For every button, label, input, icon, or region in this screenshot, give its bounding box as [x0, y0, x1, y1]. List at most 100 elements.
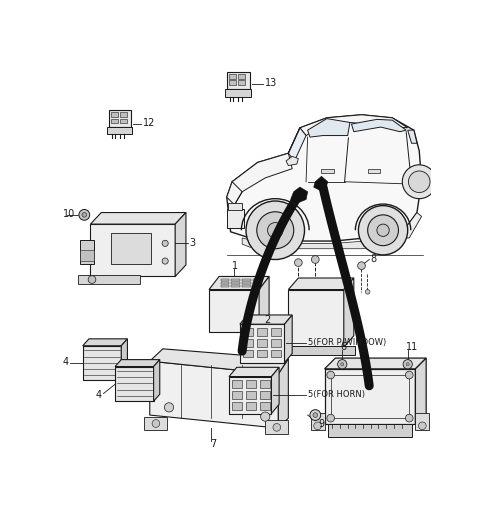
Bar: [225, 89, 252, 97]
Bar: [271, 339, 281, 346]
Bar: [108, 127, 132, 134]
Bar: [253, 282, 262, 284]
Bar: [227, 72, 250, 89]
Bar: [322, 168, 334, 173]
Bar: [368, 168, 380, 173]
Bar: [246, 402, 256, 410]
Text: 4: 4: [63, 357, 69, 367]
Text: 3: 3: [190, 238, 196, 248]
Text: 1: 1: [232, 262, 238, 271]
Bar: [311, 413, 324, 430]
Bar: [265, 421, 288, 434]
Bar: [144, 417, 168, 431]
Circle shape: [267, 223, 283, 238]
Circle shape: [419, 422, 426, 430]
Polygon shape: [150, 361, 278, 428]
Bar: [288, 290, 344, 347]
Bar: [109, 110, 131, 127]
Bar: [253, 279, 262, 281]
Circle shape: [337, 360, 347, 369]
Bar: [257, 328, 267, 336]
Polygon shape: [209, 277, 269, 290]
Circle shape: [327, 414, 335, 422]
Bar: [78, 275, 140, 284]
Bar: [232, 391, 242, 399]
Text: 9: 9: [318, 419, 324, 430]
Circle shape: [152, 420, 160, 427]
Bar: [242, 279, 251, 281]
Bar: [231, 279, 240, 281]
Bar: [257, 339, 267, 346]
Circle shape: [359, 205, 408, 255]
Bar: [232, 402, 242, 410]
Polygon shape: [227, 153, 292, 205]
Bar: [111, 119, 118, 123]
Circle shape: [368, 215, 398, 245]
Text: 10: 10: [63, 209, 75, 219]
Bar: [115, 367, 154, 401]
Bar: [331, 375, 409, 418]
Circle shape: [406, 414, 413, 422]
Circle shape: [312, 256, 319, 263]
Circle shape: [408, 171, 430, 192]
Polygon shape: [404, 213, 421, 238]
Bar: [271, 349, 281, 357]
Bar: [260, 381, 270, 388]
Polygon shape: [121, 339, 127, 381]
Circle shape: [261, 412, 270, 421]
Text: 5(FOR HORN): 5(FOR HORN): [308, 390, 365, 399]
Bar: [238, 74, 245, 79]
Bar: [231, 282, 240, 284]
Bar: [278, 346, 355, 355]
Polygon shape: [150, 349, 288, 374]
Circle shape: [295, 259, 302, 266]
Circle shape: [406, 363, 409, 366]
Bar: [246, 391, 256, 399]
Text: 5(FOR P/WINDOW): 5(FOR P/WINDOW): [308, 338, 386, 347]
Bar: [232, 381, 242, 388]
Bar: [260, 391, 270, 399]
Bar: [253, 285, 262, 287]
Bar: [81, 240, 94, 264]
Polygon shape: [271, 367, 279, 413]
Circle shape: [88, 276, 96, 283]
Polygon shape: [278, 359, 288, 428]
Circle shape: [162, 240, 168, 246]
Circle shape: [246, 201, 304, 259]
Circle shape: [341, 363, 344, 366]
Circle shape: [310, 410, 321, 421]
Bar: [221, 279, 229, 281]
Circle shape: [257, 212, 294, 249]
Bar: [229, 74, 236, 79]
Circle shape: [79, 210, 90, 220]
Text: 2: 2: [264, 315, 271, 324]
Text: 4: 4: [96, 390, 102, 400]
Circle shape: [403, 360, 412, 369]
Bar: [246, 381, 256, 388]
Text: 12: 12: [143, 118, 155, 128]
Polygon shape: [259, 277, 269, 332]
Bar: [228, 202, 242, 210]
Text: 11: 11: [406, 342, 419, 353]
Polygon shape: [154, 360, 160, 401]
Bar: [260, 402, 270, 410]
Text: 6: 6: [340, 342, 346, 353]
Polygon shape: [324, 358, 426, 369]
Text: 13: 13: [264, 78, 277, 88]
Circle shape: [164, 402, 174, 412]
Circle shape: [406, 371, 413, 379]
Polygon shape: [83, 339, 127, 346]
Bar: [111, 233, 151, 264]
Bar: [83, 346, 121, 381]
Bar: [227, 209, 244, 228]
Polygon shape: [415, 358, 426, 424]
Bar: [90, 224, 175, 277]
Circle shape: [365, 290, 370, 294]
Bar: [240, 324, 285, 363]
Polygon shape: [227, 115, 421, 241]
Circle shape: [314, 422, 322, 430]
Bar: [209, 290, 262, 332]
Bar: [229, 376, 271, 413]
Polygon shape: [90, 213, 186, 224]
Bar: [242, 285, 251, 287]
